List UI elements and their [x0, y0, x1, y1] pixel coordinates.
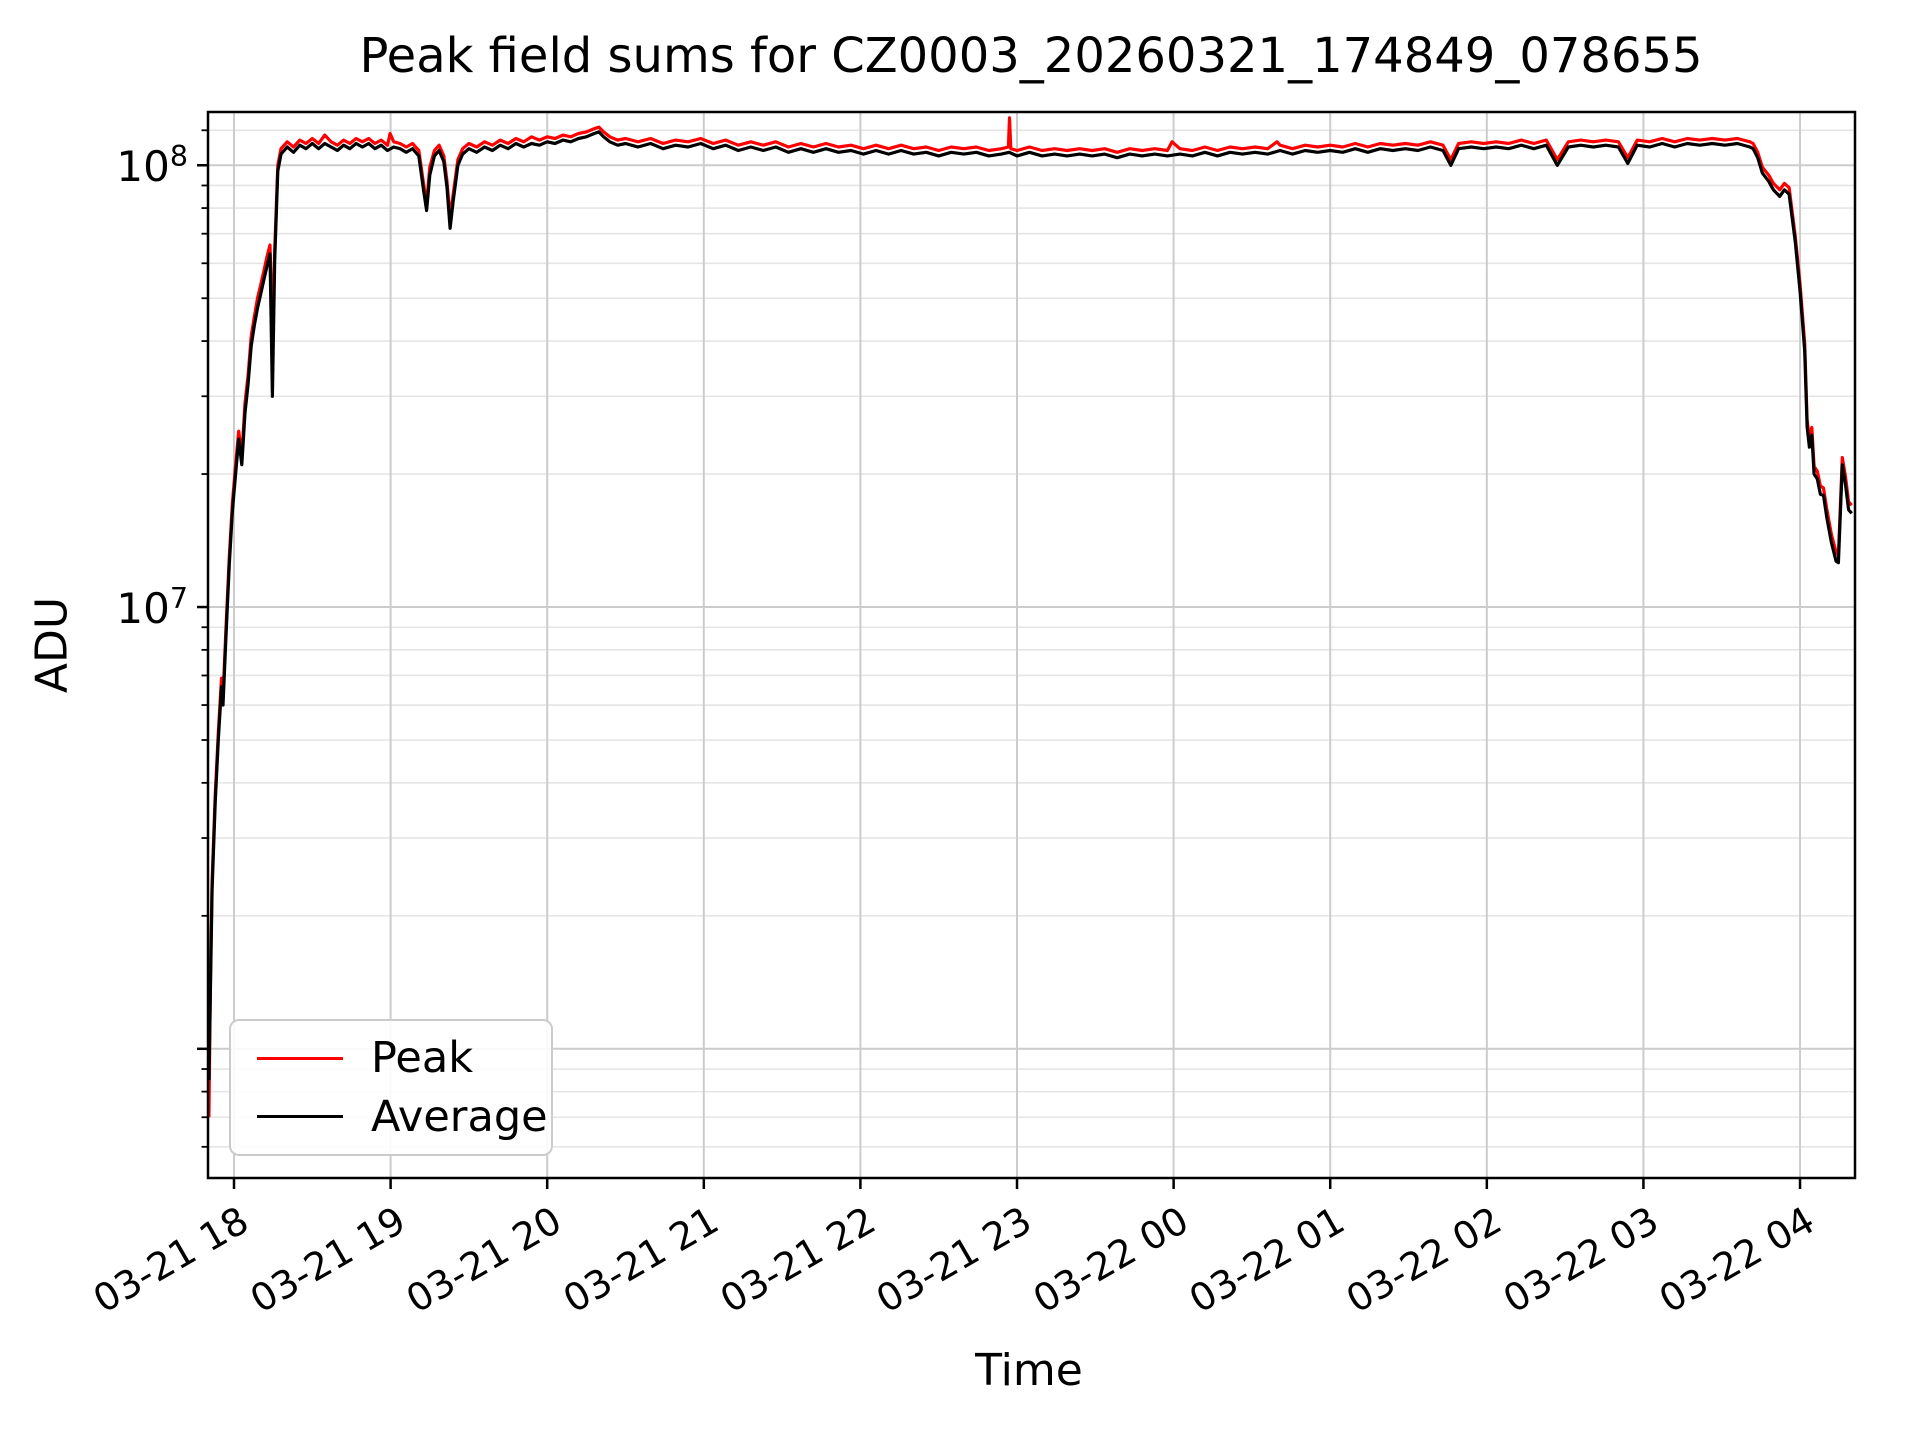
legend: Peak Average — [229, 1019, 553, 1156]
y-axis-label: ADU — [26, 596, 78, 694]
series-line-peak — [208, 116, 1853, 1118]
chart-title: Peak field sums for CZ0003_20260321_1748… — [359, 28, 1703, 84]
y-tick-label: 108 — [116, 139, 188, 192]
series-line-average — [208, 130, 1853, 1081]
legend-label-peak: Peak — [371, 1033, 474, 1084]
axis-ticks — [197, 129, 1802, 1189]
legend-label-average: Average — [371, 1091, 548, 1142]
legend-line-average — [257, 1115, 343, 1119]
legend-item-average: Average — [257, 1092, 551, 1142]
data-series — [208, 116, 1853, 1118]
gridlines-major — [208, 112, 1855, 1178]
gridlines-minor — [208, 129, 1855, 1148]
legend-item-peak: Peak — [257, 1033, 551, 1083]
legend-line-peak — [257, 1056, 343, 1060]
plot-border — [206, 110, 1857, 1180]
y-tick-label: 107 — [116, 581, 188, 634]
x-axis-label: Time — [975, 1345, 1083, 1396]
